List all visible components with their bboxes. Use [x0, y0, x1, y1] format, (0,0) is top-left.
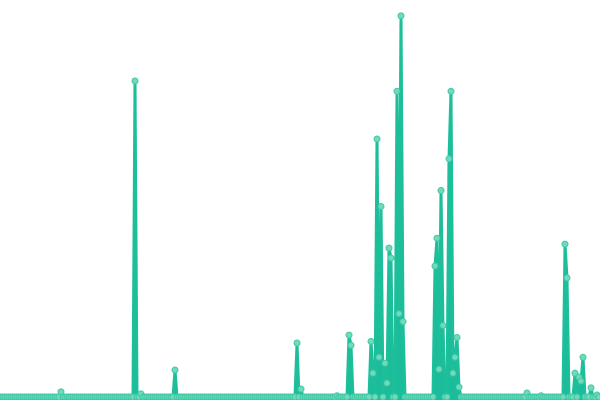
data-point	[447, 87, 455, 95]
data-point	[577, 377, 585, 385]
data-point	[371, 393, 379, 400]
data-point	[453, 333, 461, 341]
data-point	[429, 393, 437, 400]
data-point	[571, 369, 579, 377]
data-point	[435, 365, 443, 373]
data-point	[377, 202, 385, 210]
data-point	[293, 339, 301, 347]
data-point	[391, 393, 399, 400]
data-point	[451, 353, 459, 361]
data-point-markers	[0, 12, 600, 400]
data-point	[431, 262, 439, 270]
data-point	[387, 254, 395, 262]
data-point	[433, 234, 441, 242]
data-point	[345, 331, 353, 339]
data-point	[587, 384, 595, 392]
data-point	[595, 393, 600, 400]
data-point	[347, 341, 355, 349]
data-point	[559, 393, 567, 400]
data-point	[297, 385, 305, 393]
data-point	[373, 135, 381, 143]
data-point	[563, 274, 571, 282]
data-point	[443, 393, 451, 400]
data-point	[561, 240, 569, 248]
data-point	[385, 244, 393, 252]
data-point	[369, 369, 377, 377]
data-point	[131, 77, 139, 85]
series-area	[1, 15, 599, 400]
data-point	[367, 337, 375, 345]
data-point	[455, 383, 463, 391]
data-point	[395, 310, 403, 318]
data-point	[365, 393, 373, 400]
data-point	[437, 187, 445, 195]
data-point	[171, 366, 179, 374]
data-point	[399, 318, 407, 326]
data-point	[397, 12, 405, 20]
data-point	[449, 369, 457, 377]
data-point	[383, 379, 391, 387]
data-point	[343, 393, 351, 400]
data-point	[439, 322, 447, 330]
data-point	[393, 87, 401, 95]
data-point	[381, 359, 389, 367]
data-point	[375, 353, 383, 361]
data-point	[573, 393, 581, 400]
series-line	[1, 14, 600, 399]
data-point	[579, 353, 587, 361]
data-point	[445, 155, 453, 163]
data-point	[379, 393, 387, 400]
